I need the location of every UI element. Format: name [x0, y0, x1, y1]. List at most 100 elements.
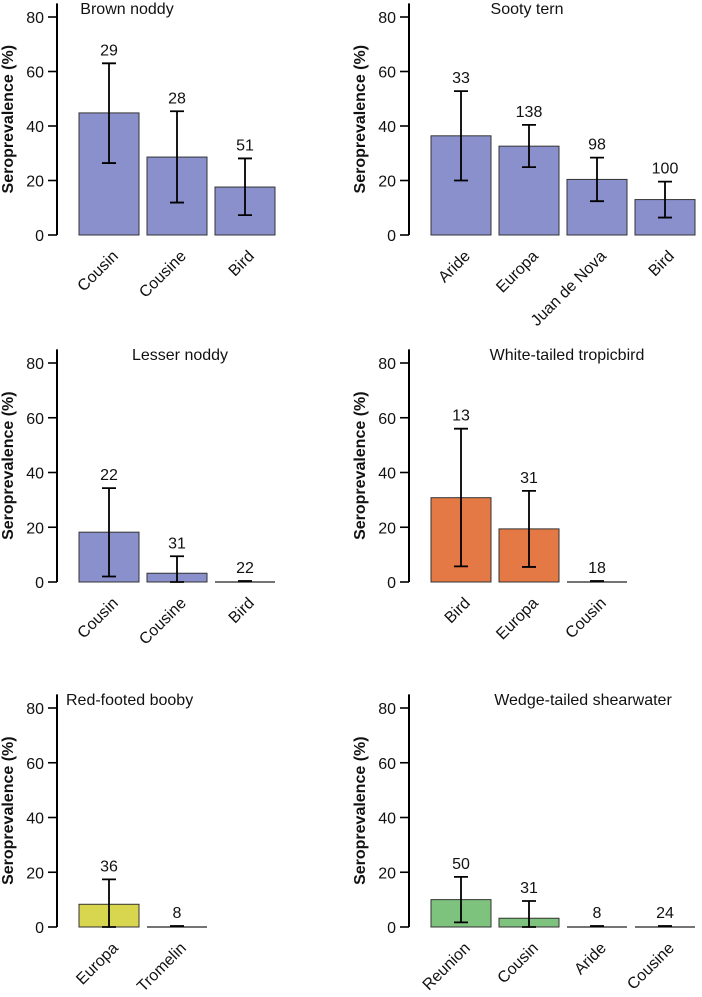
y-tick-label: 20	[378, 174, 396, 191]
y-tick-label: 20	[378, 865, 396, 882]
chart-title: Sooty tern	[491, 1, 564, 18]
error-bar	[522, 124, 536, 169]
y-tick-label: 0	[387, 920, 396, 937]
sample-size-label: 22	[236, 560, 254, 577]
error-bar	[454, 876, 468, 924]
x-tick-label: Bird	[646, 248, 678, 280]
y-tick-label: 40	[26, 466, 44, 483]
y-tick-label: 80	[378, 356, 396, 373]
y-tick-label: 0	[387, 575, 396, 592]
y-tick-label: 60	[26, 411, 44, 428]
chart-title: Lesser noddy	[132, 347, 228, 364]
x-tick-label: Europa	[493, 248, 542, 297]
sample-size-label: 31	[520, 880, 538, 897]
x-tick-label: Cousin	[75, 248, 122, 295]
sample-size-label: 24	[656, 905, 674, 922]
x-tick-label: Cousin	[75, 595, 122, 642]
x-tick-label: Tromelin	[134, 940, 190, 996]
y-tick-label: 80	[378, 10, 396, 27]
x-tick-label: Bird	[442, 595, 474, 627]
sample-size-label: 18	[588, 560, 606, 577]
y-tick-label: 80	[26, 356, 44, 373]
sample-size-label: 13	[452, 408, 470, 425]
y-tick-label: 60	[378, 756, 396, 773]
x-tick-label: Cousin	[563, 595, 610, 642]
y-tick-label: 0	[35, 920, 44, 937]
x-tick-label: Reunion	[420, 940, 474, 994]
error-bar	[590, 156, 604, 203]
sample-size-label: 28	[168, 90, 186, 107]
x-tick-label: Cousine	[136, 248, 190, 302]
panel-sooty-tern: 0 20 40 60 80 Seroprevalence (%) Sooty tern 33 A…	[352, 1, 696, 330]
y-tick-label: 40	[26, 811, 44, 828]
sample-size-label: 50	[452, 856, 470, 873]
y-tick-label: 80	[378, 701, 396, 718]
x-tick-label: Europa	[73, 940, 122, 989]
sample-size-label: 33	[452, 70, 470, 87]
y-tick-label: 60	[378, 411, 396, 428]
y-axis-label: Seroprevalence (%)	[0, 45, 17, 194]
x-tick-label: Bird	[226, 248, 258, 280]
x-tick-label: Cousine	[624, 940, 678, 994]
y-axis-label: Seroprevalence (%)	[0, 736, 17, 885]
x-tick-label: Cousine	[136, 595, 190, 649]
panel-brown-noddy: 0 20 40 60 80 Seroprevalence (%) Brown noddy 29…	[0, 1, 276, 302]
y-tick-label: 80	[26, 10, 44, 27]
panel-lesser-noddy: 0 20 40 60 80 Seroprevalence (%) Lesser noddy 2…	[0, 347, 275, 648]
sample-size-label: 22	[100, 467, 118, 484]
sample-size-label: 138	[516, 104, 543, 121]
panel-wedge-tailed-shearwater: 0 20 40 60 80 Seroprevalence (%) Wedge-tailed …	[352, 692, 695, 994]
sample-size-label: 100	[652, 161, 679, 178]
y-tick-label: 60	[378, 65, 396, 82]
error-bar	[454, 90, 468, 182]
error-bar	[522, 900, 536, 928]
chart-title: Wedge-tailed shearwater	[494, 692, 672, 709]
y-tick-label: 20	[26, 520, 44, 537]
y-axis-label: Seroprevalence (%)	[352, 391, 369, 540]
sample-size-label: 51	[236, 137, 254, 154]
sample-size-label: 98	[588, 137, 606, 154]
x-tick-label: Bird	[226, 595, 258, 627]
y-tick-label: 40	[378, 811, 396, 828]
chart-title: Brown noddy	[80, 1, 173, 18]
y-axis-label: Seroprevalence (%)	[352, 736, 369, 885]
sample-size-label: 31	[520, 470, 538, 487]
y-axis-label: Seroprevalence (%)	[352, 45, 369, 194]
sample-size-label: 8	[593, 905, 602, 922]
chart-title: Red-footed booby	[66, 692, 193, 709]
error-bar	[170, 110, 184, 204]
sample-size-label: 36	[100, 858, 118, 875]
error-bar	[102, 62, 116, 164]
y-tick-label: 20	[26, 865, 44, 882]
y-tick-label: 60	[26, 65, 44, 82]
chart-title: White-tailed tropicbird	[490, 347, 645, 364]
y-tick-label: 40	[378, 466, 396, 483]
x-tick-label: Europa	[493, 595, 542, 644]
panel-red-footed-booby: 0 20 40 60 80 Seroprevalence (%) Red-footed bo…	[0, 692, 207, 995]
sample-size-label: 31	[168, 535, 186, 552]
y-tick-label: 40	[378, 119, 396, 136]
y-tick-label: 0	[35, 575, 44, 592]
error-bar	[658, 180, 672, 219]
error-bar	[102, 487, 116, 578]
x-tick-label: Aride	[435, 248, 474, 287]
error-bar	[454, 427, 468, 568]
x-tick-label: Aride	[571, 940, 610, 979]
y-tick-label: 0	[35, 228, 44, 245]
sample-size-label: 8	[173, 905, 182, 922]
y-axis-label: Seroprevalence (%)	[0, 391, 17, 540]
y-tick-label: 20	[378, 520, 396, 537]
y-tick-label: 60	[26, 756, 44, 773]
y-tick-label: 0	[387, 228, 396, 245]
error-bar	[170, 555, 184, 583]
y-tick-label: 80	[26, 701, 44, 718]
panel-white-tailed-tropicbird: 0 20 40 60 80 Seroprevalence (%) White-tailed …	[352, 347, 644, 643]
error-bar	[102, 878, 116, 928]
sample-size-label: 29	[100, 42, 118, 59]
error-bar	[522, 489, 536, 568]
y-tick-label: 40	[26, 119, 44, 136]
error-bar	[238, 157, 252, 217]
y-tick-label: 20	[26, 174, 44, 191]
x-tick-label: Cousin	[495, 940, 542, 987]
